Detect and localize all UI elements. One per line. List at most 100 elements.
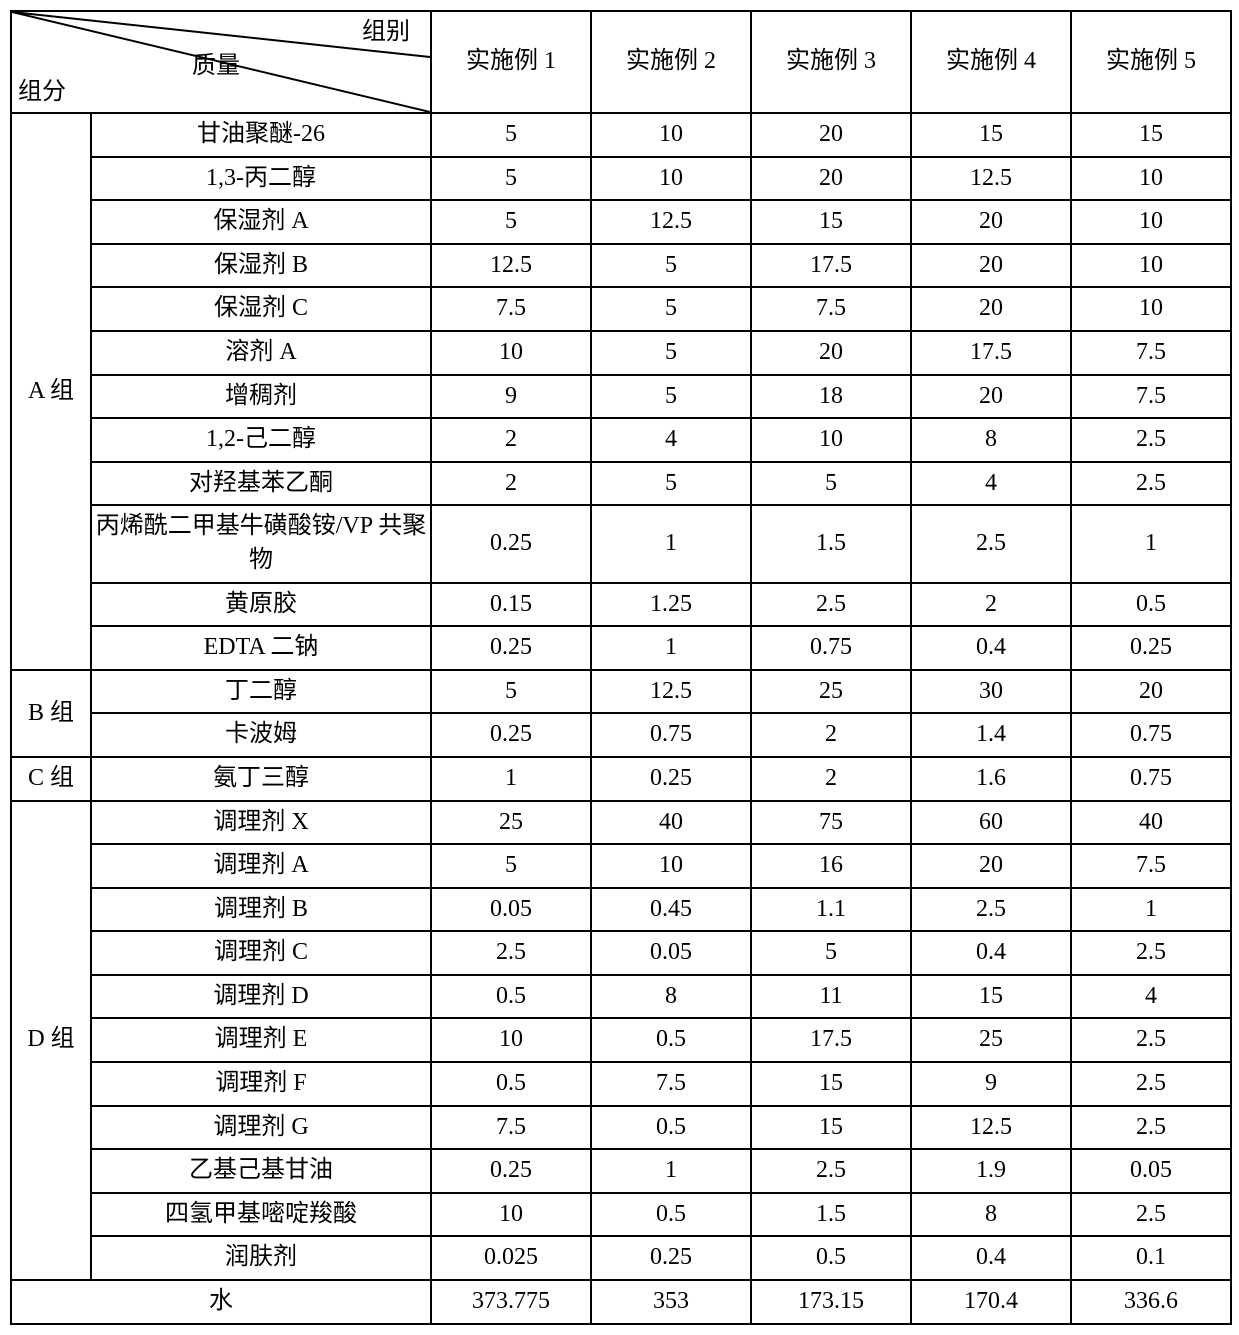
value-cell: 5 (431, 200, 591, 244)
value-cell: 10 (431, 331, 591, 375)
group-label: C 组 (11, 757, 91, 801)
value-cell: 12.5 (911, 157, 1071, 201)
ingredient-label: 1,3-丙二醇 (91, 157, 431, 201)
value-cell: 20 (911, 844, 1071, 888)
value-cell: 5 (751, 462, 911, 506)
value-cell: 12.5 (911, 1106, 1071, 1150)
value-cell: 7.5 (1071, 375, 1231, 419)
value-cell: 1.5 (751, 505, 911, 582)
table-row: 丙烯酰二甲基牛磺酸铵/VP 共聚物0.2511.52.51 (11, 505, 1231, 582)
value-cell: 2 (431, 462, 591, 506)
ingredient-label: 对羟基苯乙酮 (91, 462, 431, 506)
ingredient-label: 四氢甲基嘧啶羧酸 (91, 1193, 431, 1237)
value-cell: 5 (591, 244, 751, 288)
value-cell: 1.1 (751, 888, 911, 932)
value-cell: 20 (751, 331, 911, 375)
value-cell: 15 (1071, 113, 1231, 157)
ingredient-label: EDTA 二钠 (91, 626, 431, 670)
value-cell: 2.5 (911, 505, 1071, 582)
value-cell: 25 (911, 1018, 1071, 1062)
value-cell: 60 (911, 801, 1071, 845)
value-cell: 1 (591, 505, 751, 582)
table-row: 黄原胶0.151.252.520.5 (11, 583, 1231, 627)
value-cell: 7.5 (751, 287, 911, 331)
value-cell: 12.5 (431, 244, 591, 288)
value-cell: 25 (751, 670, 911, 714)
value-cell: 4 (1071, 975, 1231, 1019)
value-cell: 17.5 (751, 1018, 911, 1062)
ingredient-label: 调理剂 G (91, 1106, 431, 1150)
value-cell: 0.25 (431, 713, 591, 757)
footer-value: 353 (591, 1280, 751, 1324)
value-cell: 0.5 (591, 1193, 751, 1237)
group-label: A 组 (11, 113, 91, 670)
value-cell: 7.5 (1071, 331, 1231, 375)
value-cell: 2 (751, 757, 911, 801)
value-cell: 0.25 (591, 1236, 751, 1280)
ingredient-label: 调理剂 D (91, 975, 431, 1019)
value-cell: 0.5 (591, 1106, 751, 1150)
value-cell: 0.5 (1071, 583, 1231, 627)
value-cell: 15 (911, 975, 1071, 1019)
value-cell: 1.5 (751, 1193, 911, 1237)
value-cell: 15 (751, 1062, 911, 1106)
ingredient-label: 黄原胶 (91, 583, 431, 627)
value-cell: 7.5 (431, 1106, 591, 1150)
value-cell: 0.025 (431, 1236, 591, 1280)
value-cell: 18 (751, 375, 911, 419)
header-diagonal-cell: 组别质量组分 (11, 11, 431, 113)
value-cell: 20 (751, 157, 911, 201)
ingredient-label: 调理剂 C (91, 931, 431, 975)
header-label-mass: 质量 (192, 50, 240, 84)
value-cell: 2 (911, 583, 1071, 627)
value-cell: 20 (1071, 670, 1231, 714)
value-cell: 10 (431, 1193, 591, 1237)
table-row: 调理剂 E100.517.5252.5 (11, 1018, 1231, 1062)
ingredient-label: 增稠剂 (91, 375, 431, 419)
value-cell: 1.6 (911, 757, 1071, 801)
ingredient-label: 卡波姆 (91, 713, 431, 757)
table-row: 调理剂 C2.50.0550.42.5 (11, 931, 1231, 975)
table-row: 增稠剂9518207.5 (11, 375, 1231, 419)
value-cell: 1 (431, 757, 591, 801)
value-cell: 0.4 (911, 931, 1071, 975)
value-cell: 20 (751, 113, 911, 157)
ingredient-label: 调理剂 F (91, 1062, 431, 1106)
table-row: 保湿剂 B12.5517.52010 (11, 244, 1231, 288)
value-cell: 10 (591, 157, 751, 201)
value-cell: 5 (431, 157, 591, 201)
value-cell: 0.25 (431, 1149, 591, 1193)
footer-value: 173.15 (751, 1280, 911, 1324)
value-cell: 0.45 (591, 888, 751, 932)
ingredient-label: 调理剂 B (91, 888, 431, 932)
value-cell: 8 (911, 418, 1071, 462)
value-cell: 5 (431, 113, 591, 157)
value-cell: 0.5 (751, 1236, 911, 1280)
table-row: 润肤剂0.0250.250.50.40.1 (11, 1236, 1231, 1280)
value-cell: 0.05 (1071, 1149, 1231, 1193)
value-cell: 1.9 (911, 1149, 1071, 1193)
footer-value: 373.775 (431, 1280, 591, 1324)
value-cell: 40 (1071, 801, 1231, 845)
table-row: C 组氨丁三醇10.2521.60.75 (11, 757, 1231, 801)
value-cell: 9 (431, 375, 591, 419)
value-cell: 10 (1071, 157, 1231, 201)
value-cell: 0.5 (431, 1062, 591, 1106)
value-cell: 8 (911, 1193, 1071, 1237)
value-cell: 4 (591, 418, 751, 462)
ingredient-label: 1,2-己二醇 (91, 418, 431, 462)
group-label: B 组 (11, 670, 91, 757)
footer-value: 336.6 (1071, 1280, 1231, 1324)
table-row: 调理剂 B0.050.451.12.51 (11, 888, 1231, 932)
value-cell: 0.75 (1071, 757, 1231, 801)
value-cell: 7.5 (1071, 844, 1231, 888)
value-cell: 7.5 (431, 287, 591, 331)
value-cell: 5 (751, 931, 911, 975)
table-row: 1,3-丙二醇5102012.510 (11, 157, 1231, 201)
value-cell: 2.5 (1071, 418, 1231, 462)
ingredient-label: 丙烯酰二甲基牛磺酸铵/VP 共聚物 (91, 505, 431, 582)
value-cell: 2 (431, 418, 591, 462)
value-cell: 2.5 (1071, 931, 1231, 975)
ingredient-label: 调理剂 E (91, 1018, 431, 1062)
value-cell: 2.5 (1071, 462, 1231, 506)
